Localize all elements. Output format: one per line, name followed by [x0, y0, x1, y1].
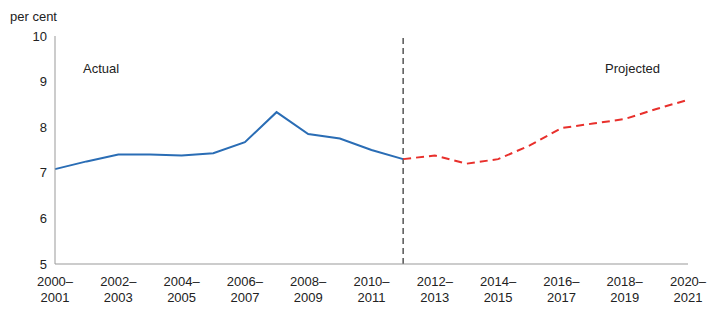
- svg-text:6: 6: [40, 211, 47, 226]
- svg-text:2012–2013: 2012–2013: [417, 274, 454, 305]
- svg-text:2000–2001: 2000–2001: [37, 274, 74, 305]
- svg-text:2016–2017: 2016–2017: [543, 274, 580, 305]
- svg-text:Actual: Actual: [83, 61, 119, 76]
- svg-text:2014–2015: 2014–2015: [480, 274, 517, 305]
- svg-text:10: 10: [33, 29, 47, 44]
- svg-text:2006–2007: 2006–2007: [227, 274, 264, 305]
- svg-text:5: 5: [40, 257, 47, 272]
- svg-text:9: 9: [40, 74, 47, 89]
- svg-text:2008–2009: 2008–2009: [290, 274, 327, 305]
- svg-text:8: 8: [40, 120, 47, 135]
- html-text:per cent: per cent: [10, 9, 57, 24]
- svg-text:2004–2005: 2004–2005: [164, 274, 201, 305]
- svg-text:Projected: Projected: [605, 61, 660, 76]
- svg-text:2020–2021: 2020–2021: [670, 274, 707, 305]
- svg-text:2002–2003: 2002–2003: [100, 274, 137, 305]
- svg-text:2018–2019: 2018–2019: [607, 274, 644, 305]
- svg-text:7: 7: [40, 165, 47, 180]
- svg-text:2010–2011: 2010–2011: [353, 274, 390, 305]
